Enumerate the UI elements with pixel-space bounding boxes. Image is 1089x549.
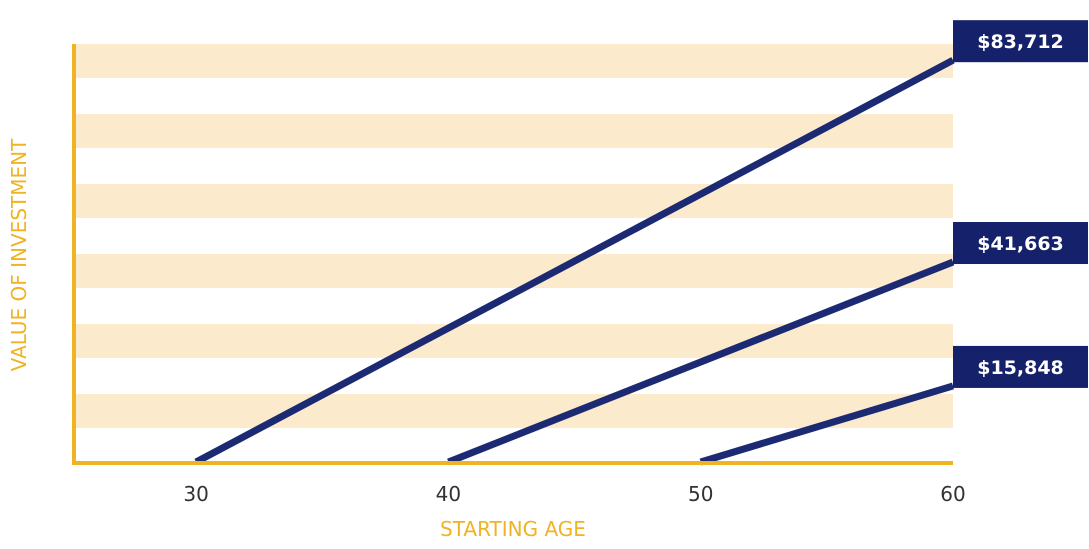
value-label-text: $15,848	[977, 357, 1064, 379]
x-axis-title: STARTING AGE	[440, 517, 586, 541]
x-tick-label: 60	[940, 482, 965, 506]
x-tick-label: 30	[183, 482, 208, 506]
value-label-box	[953, 222, 1088, 265]
value-label-box	[953, 345, 1088, 388]
grid-band	[76, 394, 953, 428]
ticks-layer: 30 40 50 60	[183, 482, 965, 506]
lines-layer	[194, 57, 955, 466]
x-tick-label: 50	[688, 482, 713, 506]
value-label-text: $83,712	[977, 31, 1064, 53]
bands-layer	[76, 44, 953, 428]
value-label-3: $15,848	[953, 345, 1088, 388]
series-line-1	[194, 57, 955, 466]
grid-band	[76, 254, 953, 288]
labels-layer: $83,712 $41,663 $15,848	[953, 20, 1088, 388]
grid-band	[76, 114, 953, 148]
value-label-text: $41,663	[977, 233, 1064, 255]
y-axis-title: VALUE OF INVESTMENT	[7, 138, 31, 371]
grid-band	[76, 184, 953, 218]
grid-band	[76, 324, 953, 358]
x-tick-label: 40	[436, 482, 461, 506]
grid-band	[76, 44, 953, 78]
series-line-2	[447, 258, 955, 466]
series-line-3	[699, 382, 955, 466]
value-label-box	[953, 20, 1088, 63]
axes-layer	[72, 44, 953, 465]
value-label-2: $41,663	[953, 222, 1088, 265]
value-label-1: $83,712	[953, 20, 1088, 63]
